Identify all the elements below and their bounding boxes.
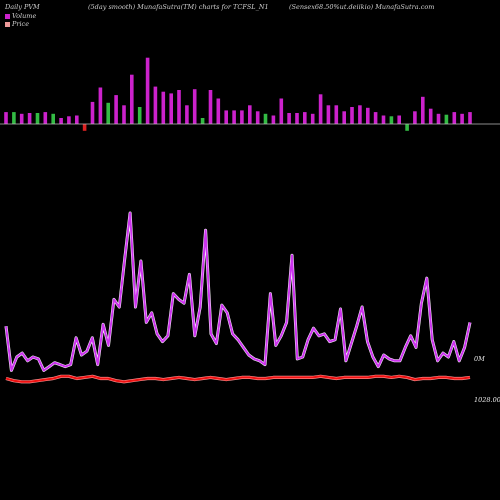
volume-bar [468, 112, 472, 124]
volume-bar [200, 118, 205, 124]
volume-bar [192, 89, 197, 125]
volume-bar [397, 115, 401, 124]
volume-line-group [4, 211, 472, 372]
volume-bar [460, 113, 464, 124]
volume-bar [12, 112, 16, 124]
volume-bar [130, 74, 134, 124]
volume-bar [216, 98, 221, 124]
price-axis-label: 1028.00 [474, 396, 500, 404]
volume-bars [4, 57, 472, 131]
volume-bar [279, 98, 284, 124]
volume-bar [421, 96, 425, 124]
volume-bar [27, 113, 32, 125]
volume-bar [444, 114, 449, 124]
volume-swatch [5, 13, 10, 19]
volume-bar [35, 113, 40, 125]
volume-bar [4, 112, 8, 124]
volume-bar [303, 112, 307, 124]
volume-bar [224, 110, 228, 124]
volume-bar [240, 110, 244, 124]
volume-bar [452, 112, 457, 124]
volume-bar [82, 124, 87, 131]
volume-bar [90, 101, 95, 124]
volume-bar [342, 111, 346, 125]
volume-bar [161, 91, 166, 124]
volume-bar [318, 94, 323, 124]
volume-bar [122, 105, 126, 124]
volume-axis-label: 0M [474, 355, 485, 363]
volume-bar [389, 116, 394, 124]
volume-bar [405, 124, 409, 131]
volume-bar [98, 87, 103, 124]
volume-bar [295, 113, 299, 125]
volume-bar [59, 118, 63, 124]
volume-bar [381, 115, 386, 124]
legend-price-label: Price [12, 20, 30, 28]
header-middle: (5day smooth) MunafaSutra(TM) charts for… [88, 3, 269, 11]
volume-bar [75, 115, 79, 124]
volume-bar [334, 105, 339, 124]
price-swatch [5, 21, 10, 27]
volume-bar [248, 105, 252, 124]
volume-bar [350, 107, 354, 124]
volume-bar [428, 108, 433, 124]
volume-bar [169, 93, 173, 124]
volume-bar [358, 105, 362, 124]
volume-bar [366, 107, 370, 124]
price-line [5, 375, 471, 383]
volume-bar [326, 105, 331, 124]
volume-bar [232, 110, 236, 124]
volume-bar [436, 113, 441, 124]
header-right: (Sensex68.50%ut.deiikio) MunafaSutra.com [289, 3, 435, 11]
volume-bar [114, 95, 118, 124]
legend-price: Price [5, 20, 29, 28]
volume-bar [271, 115, 276, 124]
volume-bar [177, 90, 181, 124]
volume-line [5, 212, 471, 372]
legend-volume-label: Volume [12, 12, 37, 20]
legend-volume: Volume [5, 12, 36, 20]
volume-bar [287, 113, 291, 125]
volume-bar [19, 113, 24, 124]
volume-bar [137, 107, 142, 124]
volume-bar [310, 113, 315, 124]
volume-bar [413, 111, 417, 125]
volume-bar [373, 112, 378, 124]
header-left: Daily PVM [5, 3, 40, 11]
volume-bar [153, 86, 158, 124]
price-line-group [5, 374, 471, 384]
volume-bar [51, 113, 55, 124]
volume-bar [106, 102, 110, 125]
volume-bar [255, 111, 260, 125]
volume-bar [185, 105, 189, 124]
volume-bar [43, 112, 48, 124]
volume-bar [208, 90, 213, 124]
volume-bar [145, 57, 150, 125]
volume-bar [67, 116, 71, 124]
volume-line-outline [4, 211, 472, 372]
volume-bar [263, 113, 268, 124]
